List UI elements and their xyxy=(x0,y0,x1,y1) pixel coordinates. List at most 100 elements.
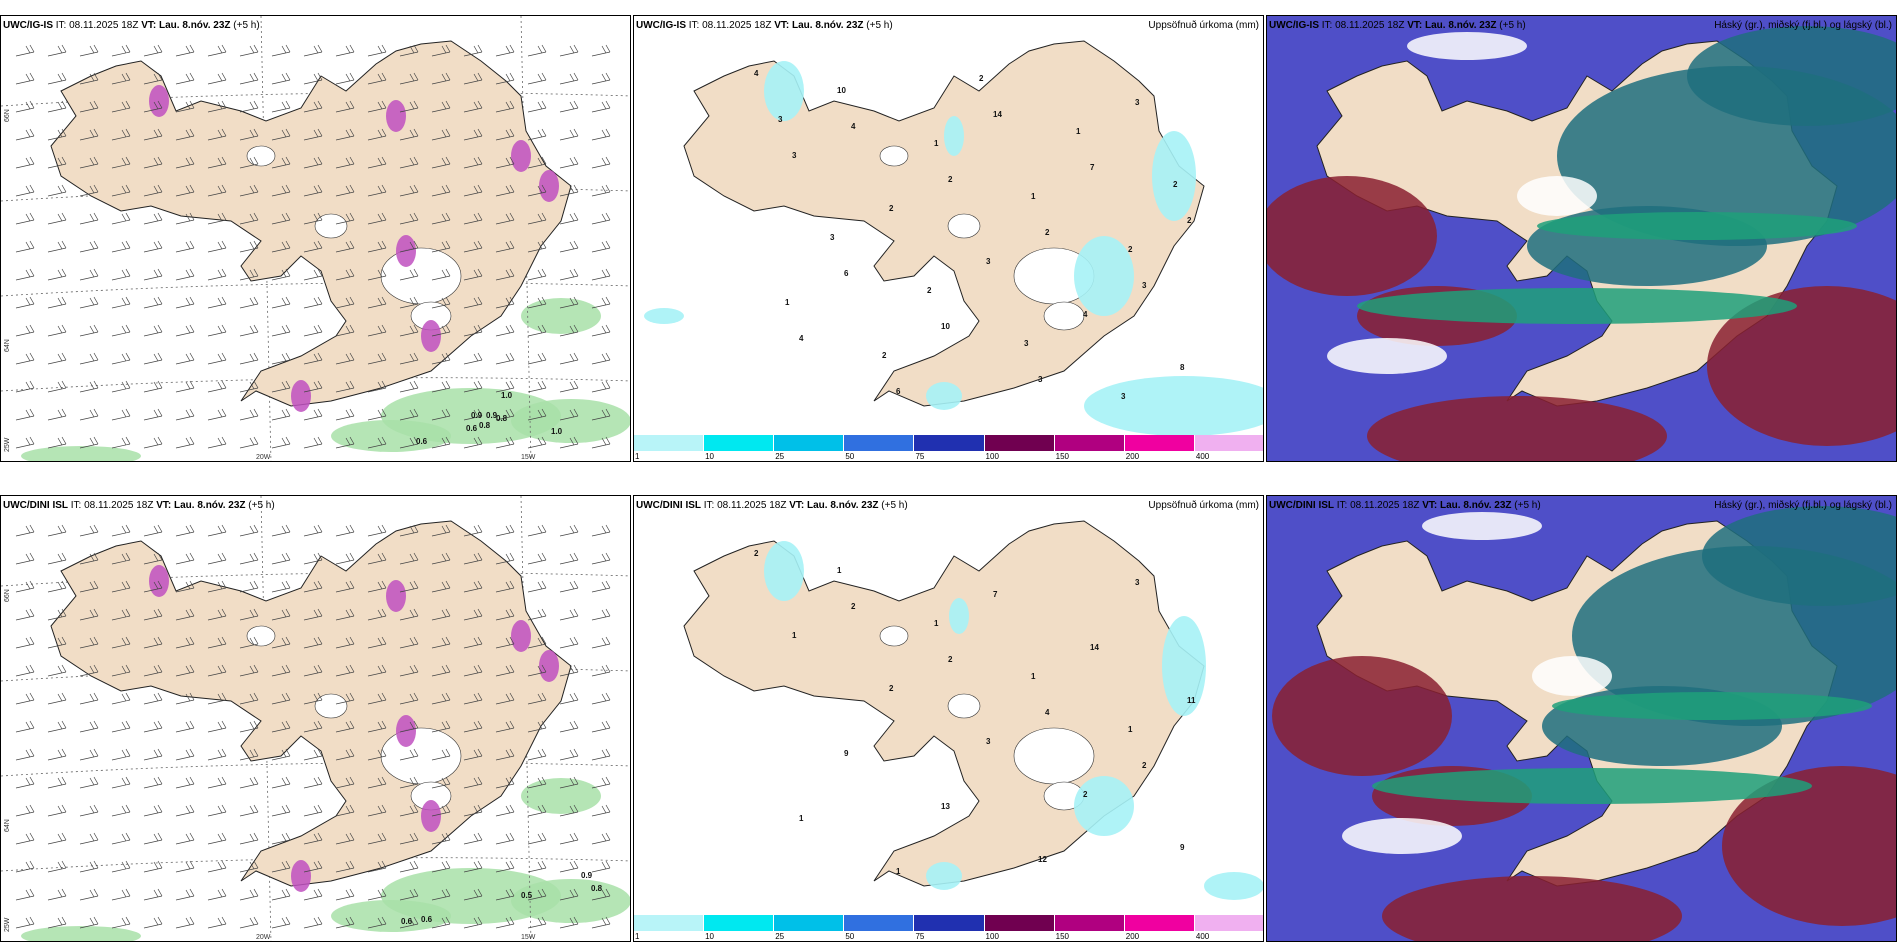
precip-value: 13 xyxy=(941,802,950,811)
convective-precip-cell xyxy=(386,100,406,132)
wind-barb xyxy=(463,552,483,565)
clear-sky-area xyxy=(1342,818,1462,854)
colorbar-cell xyxy=(774,915,845,931)
wind-barb xyxy=(15,608,35,621)
wind-barb xyxy=(399,184,419,197)
wind-barb xyxy=(15,156,35,169)
accumulated-precip-map-igis[interactable]: 4 4 2 2 3 4 6 14 7 2 6 10 3 3 3 2 3 4 8 10 1 1 2 1 2 2 1 2 3 2 3 3 3 UWC… xyxy=(633,15,1264,462)
wind-barb xyxy=(47,184,67,197)
wind-barb xyxy=(143,692,163,705)
colorbar-cell xyxy=(704,435,775,451)
precip-area xyxy=(644,308,684,324)
wind-barb xyxy=(207,72,227,85)
precip-value: 3 xyxy=(1024,339,1029,348)
wind-barb xyxy=(271,240,291,253)
wind-barb xyxy=(303,380,323,393)
wind-barb xyxy=(175,916,195,929)
wind-barb xyxy=(47,832,67,845)
cloud-cover-map-dini[interactable]: UWC/DINI ISL IT: 08.11.2025 18Z VT: Lau.… xyxy=(1266,495,1897,942)
wind-barb xyxy=(239,636,259,649)
wind-barb xyxy=(495,748,515,761)
wind-barb xyxy=(111,44,131,57)
wind-barb xyxy=(591,580,611,593)
wind-barb xyxy=(47,296,67,309)
wind-precip-map-igis[interactable]: 1.0 0.9 0.9 0.8 0.8 0.6 0.6 1.0 66N 64N 25W 20W 15W … xyxy=(0,15,631,462)
wind-barb xyxy=(527,664,547,677)
wind-barb xyxy=(495,128,515,141)
wind-barb xyxy=(79,776,99,789)
wind-barb xyxy=(175,380,195,393)
wind-barb xyxy=(431,44,451,57)
wind-precip-map-dini[interactable]: 0.9 0.8 0.5 0.6 0.6 66N 64N 25W 20W 15W UWC/DINI … xyxy=(0,495,631,942)
wind-barb xyxy=(335,552,355,565)
wind-barb xyxy=(239,324,259,337)
colorbar-tick: 10 xyxy=(705,932,715,941)
wind-barb xyxy=(143,380,163,393)
wind-barb xyxy=(175,44,195,57)
wind-barb xyxy=(399,72,419,85)
wind-barb xyxy=(175,212,195,225)
convective-precip-cell xyxy=(539,170,559,202)
wind-barb xyxy=(431,436,451,449)
wind-barb xyxy=(527,72,547,85)
precip-value: 4 xyxy=(851,122,856,131)
wind-barb xyxy=(271,720,291,733)
wind-barb xyxy=(239,128,259,141)
wind-barb xyxy=(527,212,547,225)
wind-barb xyxy=(527,44,547,57)
wind-barb xyxy=(79,860,99,873)
sea-precip-value: 0.5 xyxy=(521,891,533,900)
colorbar-cell xyxy=(984,435,1055,451)
precip-value: 2 xyxy=(1187,216,1192,225)
convective-precip-cell xyxy=(291,860,311,892)
wind-barb xyxy=(143,128,163,141)
precip-value: 3 xyxy=(792,151,797,160)
wind-barb xyxy=(399,804,419,817)
wind-barb xyxy=(175,408,195,421)
wind-barb xyxy=(303,436,323,449)
wind-barb xyxy=(431,212,451,225)
panel-header: UWC/IG-IS IT: 08.11.2025 18Z VT: Lau. 8.… xyxy=(636,20,893,31)
precip-value: 4 xyxy=(799,334,804,343)
wind-barb xyxy=(143,748,163,761)
wind-barb xyxy=(111,636,131,649)
wind-barb xyxy=(335,100,355,113)
wind-barb xyxy=(271,692,291,705)
wind-barb xyxy=(335,352,355,365)
wind-barb xyxy=(527,860,547,873)
convective-precip-cell xyxy=(421,320,441,352)
wind-barb xyxy=(303,296,323,309)
wind-barb xyxy=(111,692,131,705)
wind-barb xyxy=(591,524,611,537)
iceland-landmass xyxy=(683,520,1205,887)
wind-barb xyxy=(79,268,99,281)
wind-barb xyxy=(143,324,163,337)
wind-barb xyxy=(79,380,99,393)
wind-barb xyxy=(495,156,515,169)
wind-barb xyxy=(399,888,419,901)
sea-precip-value: 0.9 xyxy=(581,871,593,880)
wind-barb xyxy=(527,408,547,421)
wind-barb xyxy=(559,212,579,225)
cloud-cover-map-igis[interactable]: UWC/IG-IS IT: 08.11.2025 18Z VT: Lau. 8.… xyxy=(1266,15,1897,462)
wind-barb xyxy=(399,720,419,733)
precip-area xyxy=(1204,872,1263,900)
wind-barb xyxy=(399,860,419,873)
wind-barb xyxy=(79,552,99,565)
wind-barb xyxy=(527,156,547,169)
wind-barb xyxy=(15,748,35,761)
wind-barb xyxy=(527,916,547,929)
sea-precip-area xyxy=(521,778,601,814)
wind-barb xyxy=(271,748,291,761)
cloud-green-band xyxy=(1372,768,1812,804)
precip-value: 3 xyxy=(986,737,991,746)
accumulated-precip-map-dini[interactable]: 2 2 2 4 2 1 1 7 14 11 9 13 12 3 1 2 3 2 9 1 1 1 1 UWC/DINI ISL… xyxy=(633,495,1264,942)
wind-barb xyxy=(559,860,579,873)
wind-barb xyxy=(431,860,451,873)
wind-barb xyxy=(271,184,291,197)
wind-barb xyxy=(495,296,515,309)
wind-barb xyxy=(47,804,67,817)
wind-barb xyxy=(47,720,67,733)
glacier xyxy=(879,145,909,167)
